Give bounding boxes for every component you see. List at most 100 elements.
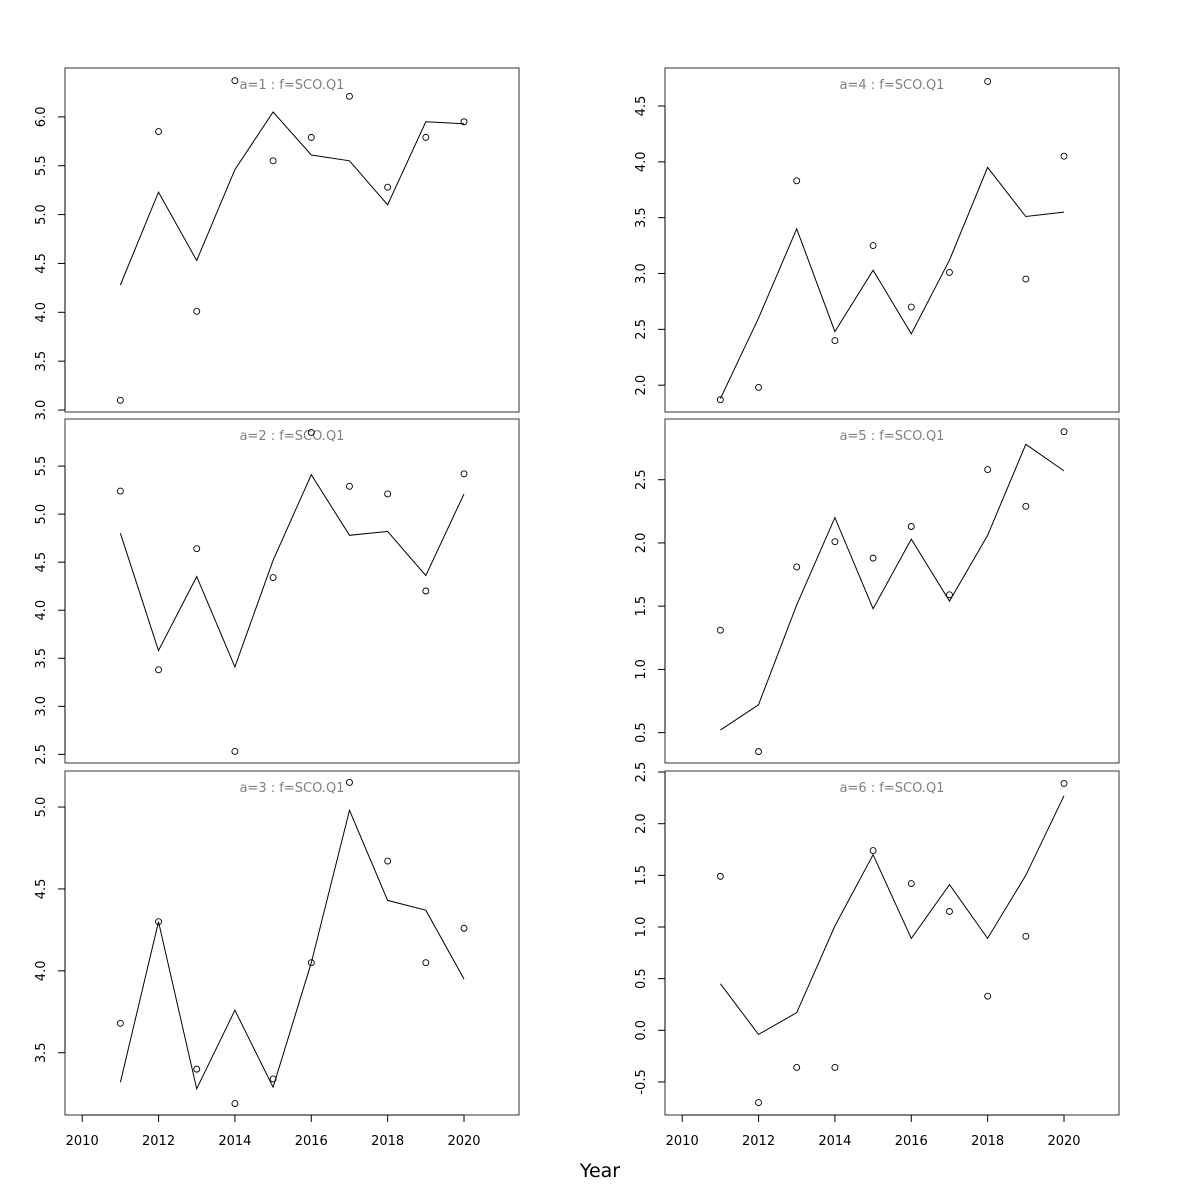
- data-point: [716, 396, 724, 404]
- data-point: [231, 748, 239, 755]
- data-point: [384, 183, 392, 191]
- data-point: [460, 924, 468, 932]
- x-tick-label: 2012: [742, 1134, 775, 1149]
- panel-title: a=4 : f=SCO.Q1: [840, 78, 945, 93]
- y-tick-label: 3.5: [34, 351, 49, 372]
- x-tick-label: 2012: [142, 1134, 175, 1149]
- data-point: [1022, 502, 1030, 510]
- panel-title: a=2 : f=SCO.Q1: [240, 429, 345, 444]
- data-point: [984, 77, 992, 85]
- y-tick-label: 4.5: [34, 253, 49, 274]
- data-point: [116, 1019, 124, 1027]
- data-point: [793, 563, 801, 571]
- panel-3: 3.5 4.0 4.5 5.0 a=3 : f=SCO.Q1 2010 2012 2014 20…: [34, 770, 520, 1149]
- fitted-line: [119, 808, 465, 1091]
- data-point: [831, 337, 839, 344]
- data-point: [946, 591, 953, 599]
- data-point: [116, 487, 124, 495]
- panel-title: a=1 : f=SCO.Q1: [240, 78, 345, 93]
- data-point: [460, 118, 468, 126]
- y-tick-label: 3.0: [34, 400, 49, 421]
- data-point: [422, 587, 430, 595]
- panel-4: 2.0 2.5 3.0 3.5 4.0 4.5 a=4 : f=SCO.Q1: [634, 67, 1120, 413]
- data-point: [755, 383, 762, 391]
- data-point: [193, 545, 201, 553]
- data-point: [946, 908, 953, 915]
- data-point: [422, 133, 430, 141]
- x-tick-label: 2016: [895, 1134, 928, 1149]
- y-tick-label: 1.0: [634, 659, 649, 680]
- data-point: [1022, 932, 1030, 940]
- y-tick-label: 4.5: [34, 879, 49, 900]
- plot-frame: [664, 67, 1120, 413]
- data-point: [269, 1075, 277, 1083]
- data-point: [116, 396, 124, 404]
- fitted-line: [119, 111, 465, 286]
- data-point: [1060, 152, 1068, 160]
- x-axis-title: Year: [579, 1160, 621, 1182]
- data-point: [460, 470, 468, 478]
- data-point: [155, 128, 162, 135]
- data-point: [346, 779, 353, 786]
- panel-5: 0.5 1.0 1.5 2.0 2.5 a=5 : f=SCO.Q1: [634, 418, 1120, 764]
- data-point: [907, 523, 915, 530]
- y-tick-label: 0.5: [634, 722, 649, 743]
- data-point: [755, 748, 762, 756]
- data-point: [384, 857, 392, 865]
- data-point: [716, 626, 724, 634]
- data-point: [231, 1100, 239, 1107]
- data-point: [307, 429, 315, 436]
- y-tick-label: 5.0: [34, 504, 49, 525]
- y-tick-label: 2.0: [634, 813, 649, 834]
- data-point: [869, 554, 877, 562]
- y-tick-label: 5.5: [34, 456, 49, 477]
- plot-frame: [64, 770, 520, 1116]
- data-point: [422, 959, 430, 967]
- y-tick-label: 6.0: [34, 107, 49, 128]
- y-tick-label: 4.5: [634, 96, 649, 117]
- y-tick-label: 4.0: [634, 151, 649, 172]
- y-tick-label: 3.5: [34, 648, 49, 669]
- fitted-line: [720, 795, 1065, 1036]
- data-point: [307, 133, 315, 141]
- fitted-line: [719, 166, 1065, 399]
- x-tick-label: 2014: [218, 1134, 251, 1149]
- x-tick-label: 2010: [66, 1134, 99, 1149]
- data-point: [755, 1099, 762, 1107]
- data-point: [984, 992, 992, 1000]
- data-point: [907, 880, 915, 888]
- x-tick-label: 2018: [371, 1134, 404, 1149]
- data-point: [716, 872, 724, 880]
- data-point: [346, 482, 353, 490]
- y-tick-label: 1.5: [634, 865, 649, 886]
- y-tick-label: 1.0: [634, 917, 649, 938]
- plot-frame: [64, 67, 520, 413]
- data-point: [869, 242, 877, 250]
- y-tick-label: 2.5: [634, 762, 649, 783]
- data-point: [1022, 275, 1030, 283]
- panel-1: 3.0 3.5 4.0 4.5 5.0 5.5 6.0 a=1 : f=SCO.Q1: [34, 67, 520, 421]
- data-point: [384, 490, 392, 498]
- data-point: [869, 847, 877, 854]
- data-point: [231, 77, 239, 85]
- panel-2: 2.5 3.0 3.5 4.0 4.5 5.0 5.5 a=2 : f=SCO.Q1: [34, 418, 520, 765]
- data-point: [793, 1064, 801, 1071]
- data-point: [831, 1064, 839, 1071]
- data-point: [1060, 428, 1068, 436]
- panel-title: a=6 : f=SCO.Q1: [840, 781, 945, 796]
- panel-title: a=3 : f=SCO.Q1: [240, 781, 345, 796]
- y-tick-label: 2.5: [634, 469, 649, 490]
- data-point: [193, 1065, 201, 1073]
- y-tick-label: 3.5: [34, 1042, 49, 1063]
- y-tick-label: 2.0: [634, 533, 649, 554]
- y-tick-label: 0.5: [634, 968, 649, 989]
- data-point: [793, 177, 801, 185]
- y-tick-label: -0.5: [634, 1069, 649, 1094]
- y-tick-label: 4.0: [34, 302, 49, 323]
- y-tick-label: 4.5: [34, 552, 49, 573]
- data-point: [269, 574, 277, 581]
- x-tick-label: 2020: [447, 1134, 480, 1149]
- data-point: [831, 538, 839, 546]
- panel-title: a=5 : f=SCO.Q1: [840, 429, 945, 444]
